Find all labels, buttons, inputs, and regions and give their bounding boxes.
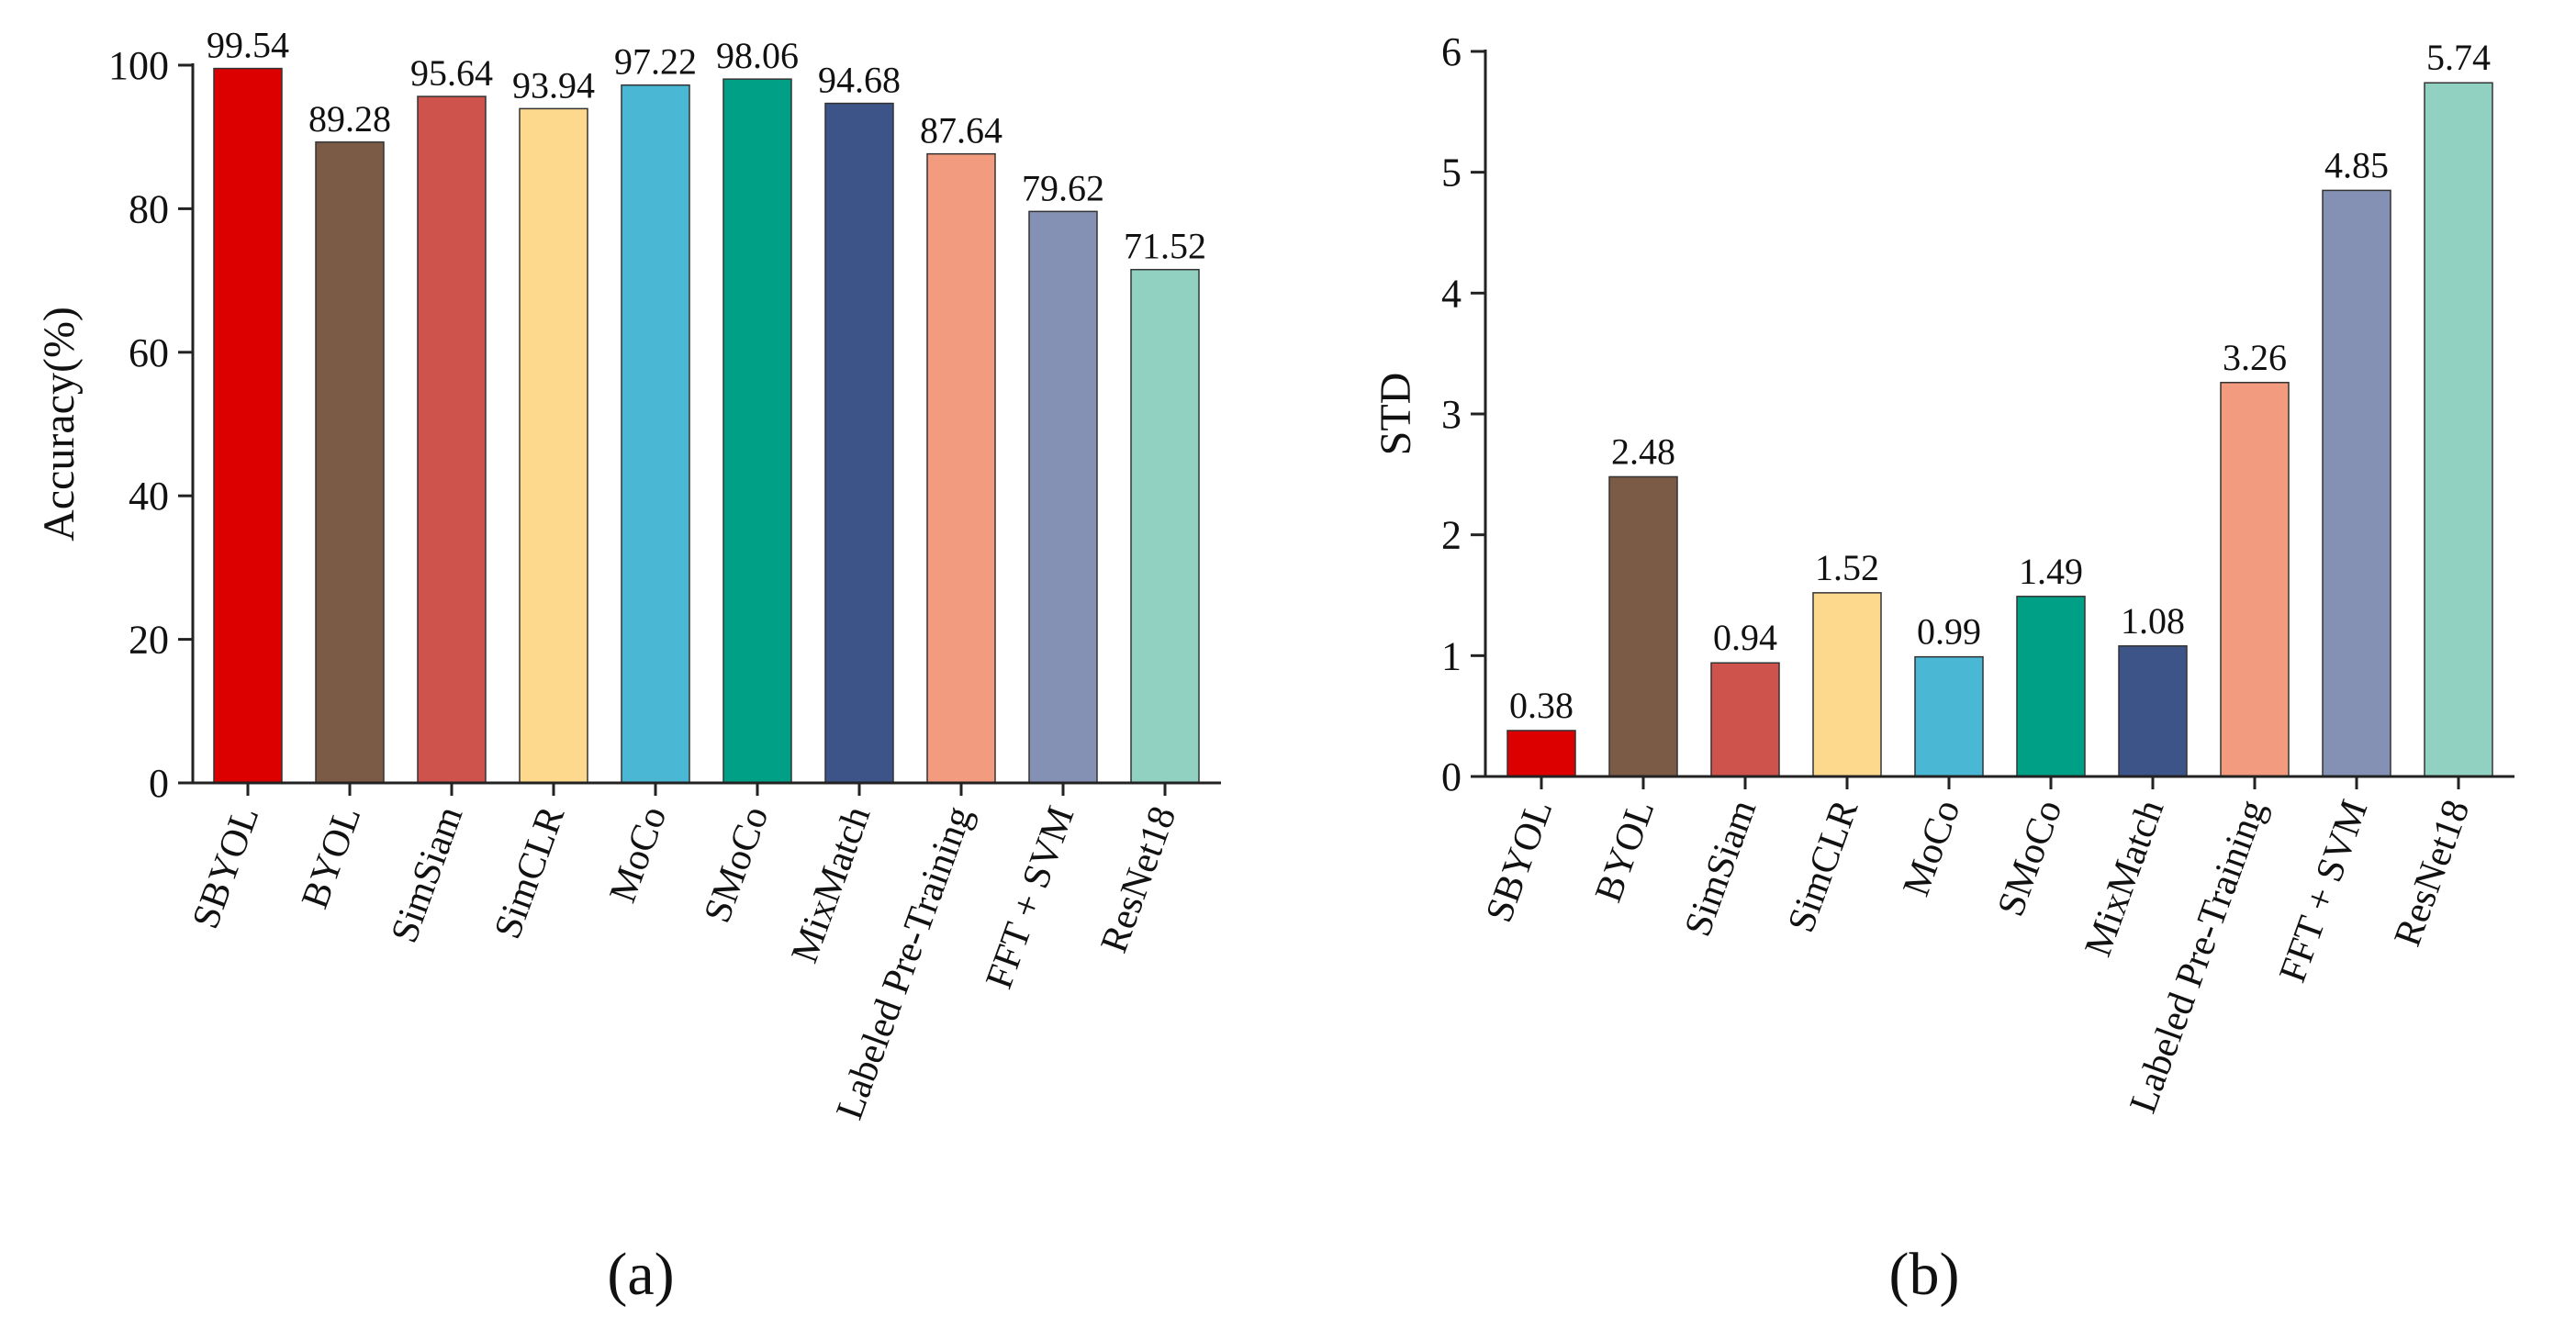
- value-label: 1.52: [1815, 547, 1879, 588]
- value-label: 3.26: [2223, 337, 2287, 378]
- bar-mixmatch: [2118, 645, 2188, 777]
- bar-resnet18: [2424, 82, 2493, 777]
- category-label: SMoCo: [696, 801, 777, 929]
- value-label: 99.54: [207, 25, 289, 66]
- y-tick-label: 60: [129, 330, 169, 375]
- category-label: SimCLR: [1780, 795, 1866, 938]
- y-tick-label: 20: [129, 618, 169, 663]
- bar-moco: [621, 84, 690, 784]
- value-label: 2.48: [1611, 430, 1675, 472]
- bar-fft-svm: [1028, 210, 1098, 784]
- panel-label-b: (b): [1889, 1241, 1960, 1308]
- bar-simsiam: [1710, 662, 1780, 777]
- bar-simclr: [1812, 592, 1882, 777]
- chart-std: 0.38 SBYOL 2.48 BYOL 0.94 SimSiam 1.52 SimCLR 0.…: [1372, 29, 2514, 1308]
- value-label: 94.68: [818, 60, 901, 101]
- category-label: SimCLR: [487, 801, 573, 944]
- category-label: SBYOL: [1478, 795, 1561, 928]
- value-label: 1.08: [2121, 600, 2185, 642]
- y-tick-label: 4: [1441, 271, 1462, 316]
- bar-simclr: [519, 107, 588, 784]
- category-label: MoCo: [1895, 795, 1968, 902]
- value-label: 93.94: [512, 64, 595, 106]
- bar-resnet18: [1130, 268, 1200, 784]
- y-tick-label: 2: [1441, 513, 1462, 558]
- category-label: BYOL: [294, 801, 369, 914]
- value-label: 95.64: [410, 52, 493, 94]
- bar-moco: [1914, 655, 1984, 777]
- bar-labeled-pre-training: [2220, 382, 2290, 777]
- category-label: SimSiam: [1676, 794, 1764, 942]
- value-label: 89.28: [308, 98, 391, 140]
- y-axis-label: STD: [1372, 373, 1420, 456]
- value-label: 4.85: [2324, 144, 2389, 185]
- bar-sbyol: [1506, 730, 1576, 777]
- value-label: 1.49: [2019, 551, 2083, 592]
- y-tick-label: 40: [129, 474, 169, 519]
- y-tick-label: 0: [149, 761, 169, 806]
- bar-labeled-pre-training: [926, 152, 996, 784]
- value-label: 98.06: [716, 35, 799, 76]
- y-tick-label: 3: [1441, 392, 1462, 437]
- chart-accuracy: 99.54 SBYOL 89.28 BYOL 95.64 SimSiam 93.94 SimC…: [35, 25, 1221, 1308]
- category-label: FFT + SVM: [2271, 795, 2376, 988]
- value-label: 5.74: [2426, 37, 2491, 78]
- category-label: ResNet18: [2387, 795, 2479, 952]
- y-tick-label: 5: [1441, 151, 1462, 195]
- category-label: MixMatch: [2078, 795, 2173, 962]
- y-tick-label: 6: [1441, 29, 1462, 74]
- category-label: MoCo: [601, 801, 675, 909]
- y-axis-label: Accuracy(%): [35, 307, 84, 542]
- y-tick-label: 0: [1441, 754, 1462, 799]
- y-tick-label: 1: [1441, 633, 1462, 678]
- bar-mixmatch: [824, 102, 894, 784]
- category-label: ResNet18: [1093, 801, 1185, 958]
- y-tick-label: 100: [108, 43, 169, 88]
- category-label: SimSiam: [383, 800, 471, 948]
- value-label: 0.99: [1917, 611, 1981, 653]
- value-label: 97.22: [614, 41, 697, 83]
- value-label: 71.52: [1124, 226, 1206, 267]
- value-label: 0.94: [1713, 617, 1777, 658]
- bar-byol: [315, 141, 385, 784]
- bar-simsiam: [417, 95, 487, 784]
- panel-label-a: (a): [607, 1241, 674, 1308]
- value-label: 87.64: [920, 110, 1002, 151]
- category-label: FFT + SVM: [978, 801, 1082, 995]
- bar-fft-svm: [2322, 189, 2391, 777]
- bar-sbyol: [213, 67, 283, 784]
- value-label: 79.62: [1022, 167, 1104, 208]
- category-label: SBYOL: [185, 801, 267, 934]
- bar-smoco: [722, 78, 792, 784]
- category-label: MixMatch: [784, 801, 879, 968]
- bar-byol: [1608, 475, 1678, 777]
- category-label: SMoCo: [1989, 795, 2070, 922]
- value-label: 0.38: [1509, 685, 1574, 726]
- y-tick-label: 80: [129, 186, 169, 231]
- category-label: BYOL: [1587, 795, 1663, 908]
- bar-smoco: [2016, 596, 2086, 777]
